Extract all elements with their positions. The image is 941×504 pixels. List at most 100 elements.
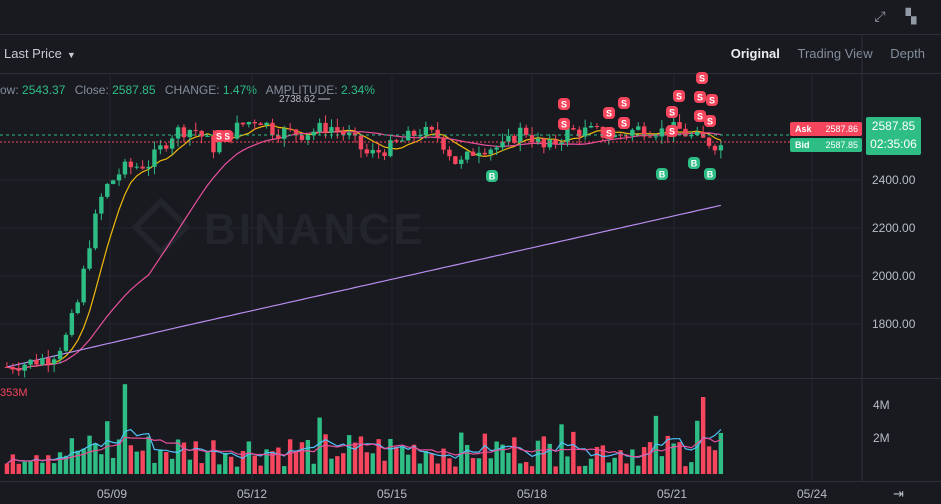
sell-marker-label: S bbox=[561, 120, 567, 130]
volume-bar bbox=[606, 462, 611, 474]
volume-bar bbox=[641, 447, 647, 474]
volume-bar bbox=[282, 466, 287, 474]
volume-bar bbox=[523, 462, 529, 474]
candle-body bbox=[4, 366, 10, 368]
buy-marker-label: B bbox=[707, 170, 714, 180]
volume-bar bbox=[571, 431, 576, 474]
tab-trading-view[interactable]: Trading View bbox=[797, 46, 873, 61]
candle-body bbox=[346, 132, 352, 135]
volume-bar bbox=[158, 449, 163, 474]
sell-marker bbox=[694, 91, 706, 103]
candle-body bbox=[93, 213, 98, 249]
volume-bar bbox=[512, 437, 517, 474]
volume-bar bbox=[665, 435, 670, 474]
candle-body bbox=[40, 358, 45, 365]
candle-body bbox=[110, 180, 116, 184]
candle-body bbox=[341, 130, 346, 135]
candle-body bbox=[594, 126, 600, 128]
bid-label: Bid bbox=[795, 140, 810, 150]
volume-bar bbox=[270, 451, 275, 474]
bid-badge: Bid 2587.85 bbox=[790, 138, 862, 152]
volume-bar bbox=[16, 463, 21, 474]
volume-bar bbox=[69, 438, 75, 474]
sell-marker-label: S bbox=[709, 96, 715, 106]
last-price-badge: 2587.85 02:35:06 bbox=[866, 117, 921, 155]
candle-body bbox=[128, 161, 134, 168]
candle-body bbox=[553, 139, 558, 144]
price-axis-label: 2000.00 bbox=[872, 269, 916, 283]
volume-bar bbox=[335, 456, 340, 474]
candle-body bbox=[34, 359, 39, 365]
ask-price: 2587.86 bbox=[825, 124, 858, 134]
candle-body bbox=[382, 152, 387, 157]
volume-bar bbox=[364, 452, 370, 474]
volume-bar bbox=[464, 444, 470, 474]
candle-body bbox=[270, 122, 275, 136]
volume-axis-label: 2M bbox=[873, 431, 890, 445]
sell-marker-label: S bbox=[707, 117, 713, 127]
volume-bar bbox=[51, 463, 57, 474]
candle-body bbox=[653, 136, 659, 138]
volume-bar bbox=[565, 456, 570, 474]
sell-marker-label: S bbox=[697, 93, 703, 103]
time-axis-label: 05/24 bbox=[797, 487, 827, 501]
close-value: 2587.85 bbox=[112, 83, 156, 97]
chevron-down-icon: ▼ bbox=[66, 50, 76, 60]
volume-bar bbox=[405, 454, 411, 474]
tab-original[interactable]: Original bbox=[730, 46, 780, 61]
candle-body bbox=[482, 152, 488, 155]
grid-icon[interactable]: ▚ bbox=[905, 8, 917, 24]
volume-bar bbox=[175, 439, 181, 474]
candle-body bbox=[405, 130, 411, 141]
buy-marker bbox=[704, 168, 716, 180]
volume-bar bbox=[164, 452, 169, 474]
sell-marker bbox=[618, 97, 630, 109]
toolbar-divider bbox=[0, 73, 941, 74]
scroll-to-latest-icon[interactable]: ⇥ bbox=[893, 486, 904, 501]
candle-body bbox=[636, 126, 641, 130]
buy-marker-label: B bbox=[691, 159, 698, 169]
volume-bar bbox=[40, 462, 45, 474]
price-type-select[interactable]: Last Price ▼ bbox=[4, 46, 76, 61]
volume-bar bbox=[105, 421, 110, 474]
volume-bar bbox=[411, 444, 417, 474]
volume-bar bbox=[441, 448, 446, 474]
candle-body bbox=[712, 145, 718, 151]
volume-ma10-line bbox=[6, 436, 722, 465]
candle-body bbox=[470, 151, 476, 156]
chart-toolbar: Last Price ▼ Original Trading View Depth bbox=[0, 35, 941, 73]
volume-bar bbox=[128, 445, 134, 474]
bid-price: 2587.85 bbox=[825, 140, 858, 150]
volume-bar bbox=[323, 434, 328, 474]
volume-bar bbox=[152, 462, 157, 474]
volume-bar bbox=[199, 463, 204, 474]
volume-bar bbox=[394, 446, 399, 474]
candle-body bbox=[417, 135, 423, 137]
volume-bar bbox=[187, 459, 193, 474]
candle-body bbox=[441, 137, 446, 150]
volume-bar bbox=[582, 465, 588, 474]
expand-icon[interactable]: ⤢ bbox=[874, 8, 886, 24]
price-axis-label: 2400.00 bbox=[872, 173, 916, 187]
candle-body bbox=[317, 122, 322, 132]
candle-body bbox=[252, 122, 257, 124]
tab-depth[interactable]: Depth bbox=[890, 46, 925, 61]
sell-marker-label: S bbox=[561, 100, 567, 110]
candle-body bbox=[541, 138, 547, 148]
candle-body bbox=[329, 127, 334, 133]
change-value: 1.47% bbox=[222, 83, 257, 97]
sell-marker-label: S bbox=[606, 129, 612, 139]
sell-marker-label: S bbox=[699, 74, 705, 84]
volume-bar bbox=[447, 458, 452, 474]
ma25-line bbox=[6, 131, 721, 370]
candle-body bbox=[411, 130, 417, 136]
sell-marker-label: S bbox=[606, 109, 612, 119]
sell-marker bbox=[603, 107, 615, 119]
candle-body bbox=[187, 130, 193, 138]
sell-marker-label: S bbox=[621, 119, 627, 129]
volume-bar bbox=[476, 458, 482, 474]
volume-bar bbox=[223, 452, 228, 474]
view-tabs: Original Trading View Depth bbox=[717, 46, 925, 61]
volume-bar bbox=[99, 454, 104, 474]
